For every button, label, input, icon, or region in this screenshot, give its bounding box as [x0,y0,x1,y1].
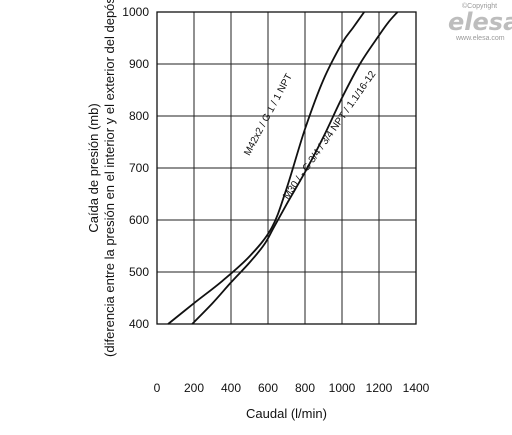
chart-grid [156,11,417,325]
tick-labels: 400 500 600 700 800 900 1000 0 200 400 600 800 1000 1… [122,5,429,395]
series-label-1: M42x2 / G 1 / 1 NPT [242,72,295,158]
y-tick-label: 800 [129,109,149,123]
series-label-2: M30 / - G 3/4 / 3/4 NPT / 1.1/16-12 [281,69,378,202]
y-tick-label: 900 [129,57,149,71]
y-tick-label: 400 [129,317,149,331]
x-tick-label: 400 [221,381,241,395]
x-tick-label: 200 [184,381,204,395]
y-axis-subtitle: (diferencia entre la presión en el inter… [102,0,117,357]
y-tick-label: 600 [129,213,149,227]
elesa-logo: ©Copyright elesa www.elesa.com [448,2,512,42]
x-tick-label: 1200 [366,381,393,395]
y-tick-label: 700 [129,161,149,175]
x-tick-label: 800 [295,381,315,395]
x-tick-label: 1000 [329,381,356,395]
plot-frame [156,11,417,325]
x-tick-label: 600 [258,381,278,395]
series-line-1 [167,11,365,325]
series-line-2 [191,11,399,325]
y-tick-label: 500 [129,265,149,279]
y-tick-label: 1000 [122,5,149,19]
brand-url: www.elesa.com [455,35,505,42]
x-tick-label: 0 [154,381,161,395]
brand-logo-text: elesa [448,8,512,36]
x-axis-title: Caudal (l/min) [246,406,327,421]
y-axis-title: Caída de presión (mb) [86,103,101,232]
x-tick-label: 1400 [403,381,430,395]
copyright-label: ©Copyright [462,2,497,10]
chart-series [167,11,399,325]
